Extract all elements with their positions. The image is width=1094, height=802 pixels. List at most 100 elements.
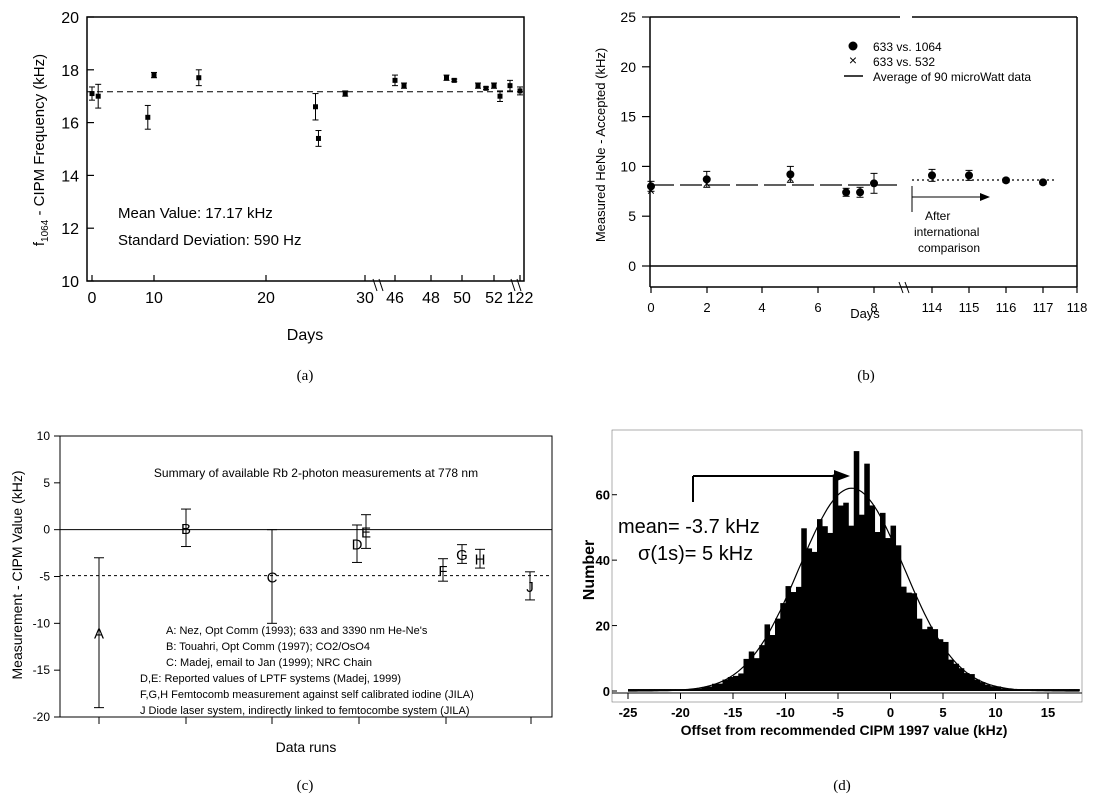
histogram-bar — [916, 618, 923, 691]
y-tick-label: 0 — [43, 523, 50, 537]
histogram-bar — [722, 679, 729, 691]
panel-a-y-axis: 10 12 14 16 18 20 — [61, 10, 94, 291]
panel-b-x-label: Days — [850, 306, 880, 321]
axis-break-mark — [372, 278, 378, 292]
data-point — [451, 77, 457, 83]
legend-label-average: Average of 90 microWatt data — [873, 70, 1031, 84]
histogram-bar — [754, 658, 760, 691]
histogram-bar — [738, 673, 744, 691]
data-point-633-vs-532: × — [786, 170, 794, 186]
histogram-bar — [979, 682, 986, 691]
x-tick-label: 8 — [870, 300, 877, 315]
x-tick-label: 5 — [939, 705, 946, 720]
panel-d-histogram — [628, 451, 1080, 691]
histogram-bar — [785, 586, 792, 691]
histogram-bar — [654, 689, 660, 691]
panel-d-annotation-mean: mean= -3.7 kHz — [618, 516, 760, 538]
histogram-bar — [685, 689, 692, 691]
histogram-bar — [1053, 689, 1059, 691]
histogram-bar — [869, 505, 876, 691]
histogram-bar — [743, 658, 750, 691]
data-point-label: J — [526, 579, 534, 596]
data-point-label: B — [181, 521, 191, 538]
panel-d: 0 20 40 60 -25 -20 -15 -10 -5 0 5 10 15 mean= -3.7 … — [581, 429, 1083, 794]
x-tick-label: 114 — [922, 300, 943, 315]
y-tick-label: 15 — [620, 109, 636, 125]
histogram-bar — [1058, 689, 1065, 691]
panel-b-annotation-arrowhead — [980, 193, 990, 201]
legend-label-633-vs-532: 633 vs. 532 — [873, 55, 935, 69]
panel-c-data: A B C DE FG H J — [94, 508, 535, 709]
y-tick-label: 16 — [61, 116, 79, 133]
histogram-bar — [775, 618, 781, 691]
x-tick-label: -20 — [671, 705, 690, 720]
histogram-bar — [727, 677, 734, 691]
x-tick-label: -10 — [776, 705, 795, 720]
histogram-bar — [948, 659, 954, 691]
x-tick-label: -5 — [832, 705, 844, 720]
panel-c-x-axis — [98, 717, 532, 724]
histogram-bar — [880, 512, 886, 691]
panel-b: 0 5 10 15 20 25 0 2 4 6 8 114 115 116 117 118 × × × 633 … — [593, 9, 1087, 384]
data-point-633-vs-1064 — [786, 170, 795, 179]
histogram-bar — [628, 689, 634, 691]
axis-break-mark — [378, 278, 384, 292]
histogram-bar — [1037, 689, 1044, 691]
histogram-bar — [701, 687, 708, 691]
data-point — [95, 93, 101, 99]
histogram-bar — [764, 624, 771, 691]
histogram-bar — [801, 528, 807, 691]
panel-b-data: × × × — [647, 165, 1047, 198]
y-tick-label: 60 — [596, 488, 610, 503]
data-point-label: D — [352, 537, 363, 554]
y-tick-label: 10 — [620, 158, 636, 174]
panel-c-y-axis: 10 5 0 -5 -10 -15 -20 — [33, 429, 60, 724]
data-point-633-vs-1064 — [702, 175, 711, 184]
x-tick-label: 6 — [814, 300, 821, 315]
legend-entry: B: Touahri, Opt Comm (1997); CO2/OsO4 — [166, 641, 370, 653]
histogram-bar — [796, 586, 802, 691]
x-tick-label: 122 — [507, 290, 534, 307]
legend-entry: D,E: Reported values of LPTF systems (Ma… — [140, 673, 401, 685]
histogram-bar — [806, 548, 813, 691]
legend-marker-633-vs-1064 — [848, 41, 858, 51]
panel-c: 10 5 0 -5 -10 -15 -20 A B C DE FG H J Summary of ava… — [9, 429, 553, 794]
y-tick-label: 0 — [628, 258, 636, 274]
y-tick-label: -10 — [33, 616, 51, 630]
histogram-bar — [790, 592, 797, 691]
data-point — [475, 83, 481, 89]
axis-break-mark — [510, 278, 516, 292]
data-point-633-vs-1064 — [1039, 178, 1047, 187]
histogram-bar — [859, 514, 865, 691]
histogram-bar — [874, 532, 881, 691]
x-tick-label: 2 — [703, 300, 710, 315]
panel-a: 10 12 14 16 18 20 0 10 20 30 46 48 50 52 122 Mean Val… — [31, 10, 533, 384]
histogram-bar — [927, 626, 933, 691]
histogram-bar — [643, 689, 650, 691]
panel-b-y-axis: 0 5 10 15 20 25 — [620, 9, 650, 274]
histogram-bar — [733, 675, 739, 691]
data-point-label: C — [267, 570, 278, 587]
x-tick-label: 10 — [145, 290, 163, 307]
panel-c-y-label: Measurement - CIPM Value (kHz) — [9, 470, 25, 679]
histogram-bar — [890, 525, 897, 691]
histogram-bar — [1000, 688, 1007, 691]
data-point-633-vs-1064 — [965, 171, 973, 180]
histogram-bar — [953, 663, 960, 691]
data-point-label: H — [475, 552, 486, 569]
y-tick-label: 12 — [61, 221, 79, 238]
x-tick-label: 116 — [996, 300, 1017, 315]
x-tick-label: 15 — [1041, 705, 1055, 720]
axis-break-mark — [516, 278, 522, 292]
y-tick-label: 25 — [620, 9, 636, 25]
panel-a-annotation-mean: Mean Value: 17.17 kHz — [118, 205, 273, 222]
histogram-bar — [969, 674, 975, 691]
histogram-bar — [811, 551, 818, 691]
x-tick-label: 10 — [988, 705, 1002, 720]
histogram-bar — [1069, 689, 1075, 691]
y-tick-label: 40 — [596, 553, 610, 568]
panel-d-y-label: Number — [581, 540, 598, 600]
panel-c-legend: A: Nez, Opt Comm (1993); 633 and 3390 nm… — [140, 625, 474, 717]
histogram-bar — [995, 686, 1002, 691]
